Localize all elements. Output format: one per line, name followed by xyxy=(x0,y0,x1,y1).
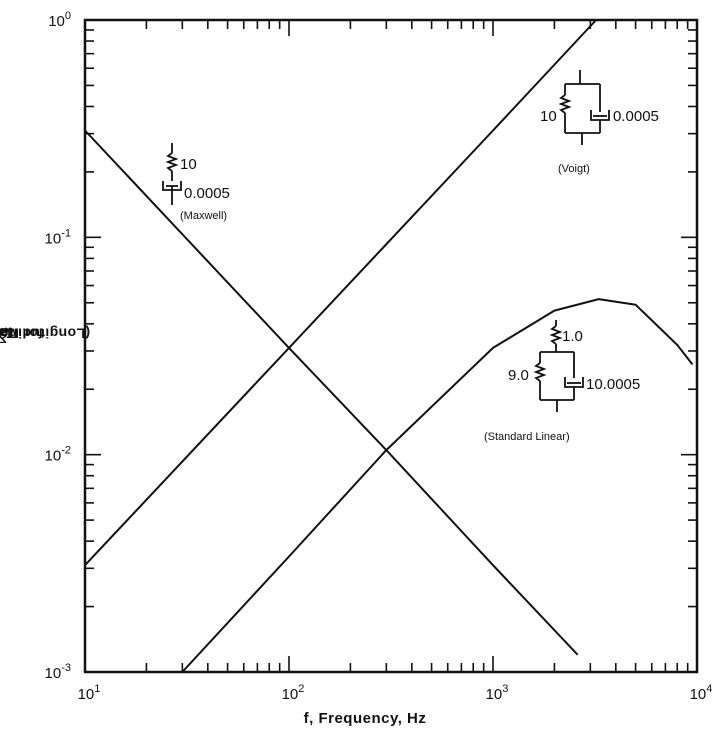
y-tick-label: 10-2 xyxy=(45,445,71,465)
voigt-spring-value: 10 xyxy=(540,108,557,125)
axis-ticks xyxy=(85,20,697,672)
series-lines xyxy=(84,19,694,673)
x-tick-label: 104 xyxy=(690,683,713,703)
standard-linear-label: (Standard Linear) xyxy=(484,431,570,443)
y-tick-label-base: 10 xyxy=(48,13,65,30)
standard-linear-top-spring-value: 1.0 xyxy=(562,328,583,345)
y-tick-label-exp: 0 xyxy=(65,10,71,22)
y-tick-label-base: 10 xyxy=(45,448,62,465)
x-tick-label-base: 10 xyxy=(486,686,503,703)
x-tick-label-base: 10 xyxy=(690,686,707,703)
maxwell-label: (Maxwell) xyxy=(180,210,227,222)
x-tick-label: 102 xyxy=(282,683,305,703)
voigt-dashpot-value: 0.0005 xyxy=(613,108,659,125)
x-tick-label: 103 xyxy=(486,683,509,703)
y-tick-label-exp: -2 xyxy=(61,445,71,457)
x-tick-label-exp: 1 xyxy=(94,683,100,695)
x-tick-label-base: 10 xyxy=(78,686,95,703)
y-tick-label-exp: -1 xyxy=(61,227,71,239)
maxwell-spring-value: 10 xyxy=(180,156,197,173)
y-tick-label-base: 10 xyxy=(45,230,62,247)
x-tick-label-base: 10 xyxy=(282,686,299,703)
x-tick-label-exp: 3 xyxy=(502,683,508,695)
x-tick-label: 101 xyxy=(78,683,101,703)
maxwell-dashpot-value: 0.0005 xyxy=(184,185,230,202)
x-tick-label-exp: 4 xyxy=(706,683,712,695)
plot-frame xyxy=(83,18,699,674)
y-tick-label: 10-1 xyxy=(45,227,71,247)
series-voigt-line xyxy=(84,19,597,566)
y-tick-label: 100 xyxy=(48,10,71,30)
series-maxwell-line xyxy=(84,129,579,656)
y-axis-label-tail: for Maxwell xyxy=(0,325,43,342)
y-tick-label-exp: -3 xyxy=(61,662,71,674)
voigt-label: (Voigt) xyxy=(558,163,590,175)
x-axis-label: f, Frequency, Hz xyxy=(303,710,427,727)
x-tick-label-exp: 2 xyxy=(298,683,304,695)
y-tick-label: 10-3 xyxy=(45,662,71,682)
maxwell-diagram xyxy=(162,143,182,205)
standard-linear-side-spring-value: 9.0 xyxy=(508,367,529,384)
standard-linear-dashpot-value: 10.0005 xyxy=(586,376,640,393)
standard-linear-diagram xyxy=(533,320,584,412)
voigt-diagram xyxy=(558,70,610,145)
y-tick-label-base: 10 xyxy=(45,665,62,682)
series-standard-linear-line xyxy=(181,298,694,673)
